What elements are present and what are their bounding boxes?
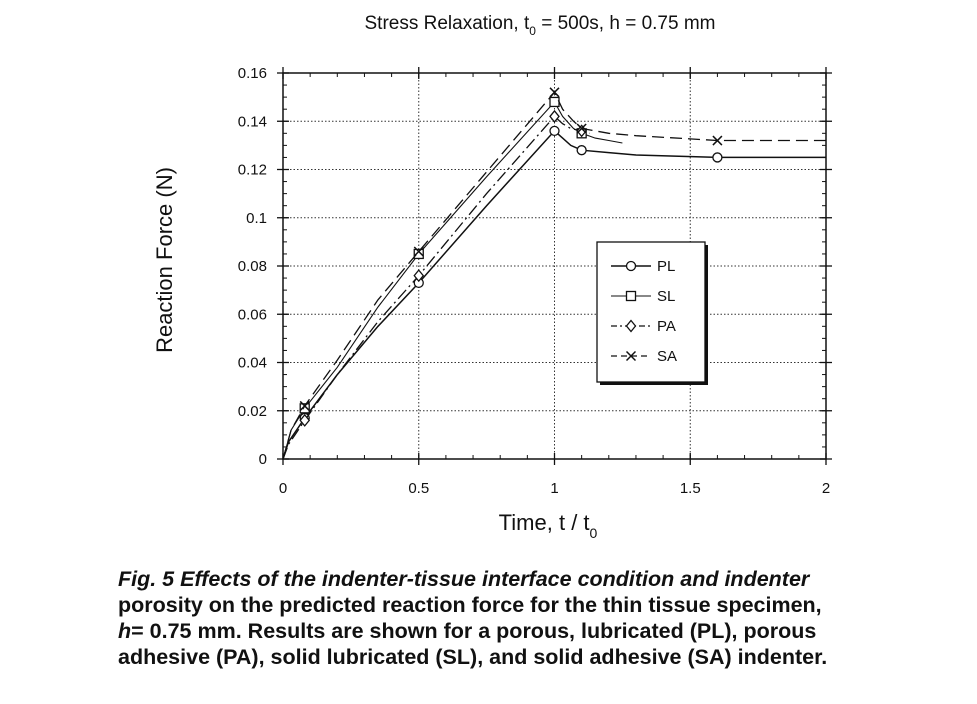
legend-label-pl: PL <box>657 258 675 275</box>
legend-marker-sa-stroke <box>625 350 637 362</box>
legend-box <box>596 241 706 383</box>
chart-title-subscript: 0 <box>529 24 536 38</box>
legend-label-sl: SL <box>657 288 675 305</box>
series-group <box>282 87 826 460</box>
legend-marker-pl <box>625 260 637 272</box>
series-line-pl <box>282 129 826 460</box>
series-sl <box>282 96 623 460</box>
legend-marker-sl <box>625 290 637 302</box>
legend-label-sa: SA <box>657 348 677 365</box>
data-point-sa <box>413 246 424 257</box>
chart-title-prefix: Stress Relaxation, t <box>365 13 530 34</box>
data-point-sa <box>712 135 723 146</box>
caption-line-3-text: = 0.75 mm. Results are shown for a porou… <box>131 619 817 643</box>
data-point-sa-stroke <box>576 123 587 134</box>
y-tick-label: 0.12 <box>238 162 267 179</box>
data-point-sa-stroke <box>299 400 310 411</box>
caption-line-3: h= 0.75 mm. Results are shown for a poro… <box>118 618 968 644</box>
data-point-pa <box>413 269 425 283</box>
caption-h-symbol: h <box>118 619 132 643</box>
y-tick-label: 0.06 <box>238 306 267 323</box>
data-point-sa-stroke <box>549 87 560 98</box>
data-point-sl <box>299 403 310 414</box>
x-tick-label: 2 <box>822 480 830 497</box>
series-sa <box>282 87 826 460</box>
legend-marker-pa <box>625 319 637 333</box>
data-point-sa <box>549 87 560 98</box>
data-point-sl <box>549 96 560 108</box>
y-tick-label: 0.04 <box>238 355 267 372</box>
legend-marker-sa <box>625 350 637 362</box>
caption-line-4: adhesive (PA), solid lubricated (SL), an… <box>118 645 828 669</box>
x-tick-label: 0.5 <box>408 480 429 497</box>
data-point-sa-stroke <box>712 135 723 146</box>
data-point-pl <box>576 145 587 156</box>
chart-svg: Stress Relaxation, t0 = 500s, h = 0.75 m… <box>152 13 832 541</box>
x-axis-label: Time, t / t0 <box>499 510 598 541</box>
y-tick-label: 0.14 <box>238 113 267 130</box>
data-point-sa-stroke <box>413 246 424 257</box>
data-point-sa <box>576 123 587 134</box>
x-tick-label: 1 <box>550 480 558 497</box>
chart-title: Stress Relaxation, t0 = 500s, h = 0.75 m… <box>365 13 716 38</box>
series-pa <box>282 109 590 460</box>
series-line-pa <box>282 115 590 460</box>
data-point-pa <box>549 109 560 123</box>
x-tick-label: 1.5 <box>680 480 701 497</box>
caption-line-2: porosity on the predicted reaction force… <box>118 593 822 617</box>
data-point-pl <box>712 152 723 163</box>
data-point-pa <box>299 413 311 427</box>
y-axis-label: Reaction Force (N) <box>152 167 177 353</box>
caption-line-1: Fig. 5 Effects of the indenter-tissue in… <box>118 567 810 591</box>
data-point-pl <box>549 125 560 137</box>
data-point-sa <box>299 400 310 411</box>
x-axis-label-subscript: 0 <box>590 525 598 541</box>
y-tick-label: 0 <box>259 451 267 468</box>
x-axis-label-prefix: Time, t / t <box>499 510 590 535</box>
legend-label-pa: PA <box>657 318 676 335</box>
data-point-sl <box>413 248 424 260</box>
y-tick-label: 0.02 <box>238 403 267 420</box>
chart-title-suffix: = 500s, h = 0.75 mm <box>536 13 716 34</box>
y-tick-label: 0.08 <box>238 258 267 275</box>
figure-caption: Fig. 5 Effects of the indenter-tissue in… <box>118 566 968 670</box>
series-line-sl <box>282 101 623 460</box>
y-tick-label: 0.16 <box>238 65 267 82</box>
legend: PL SL PA SA <box>596 241 708 385</box>
axis-ticks: 0 0.02 0.04 0.06 0.08 0.1 0.12 0.14 0.16 0 0.5 1 1.5… <box>238 65 832 497</box>
y-tick-label: 0.1 <box>246 210 267 227</box>
x-tick-label: 0 <box>279 480 287 497</box>
